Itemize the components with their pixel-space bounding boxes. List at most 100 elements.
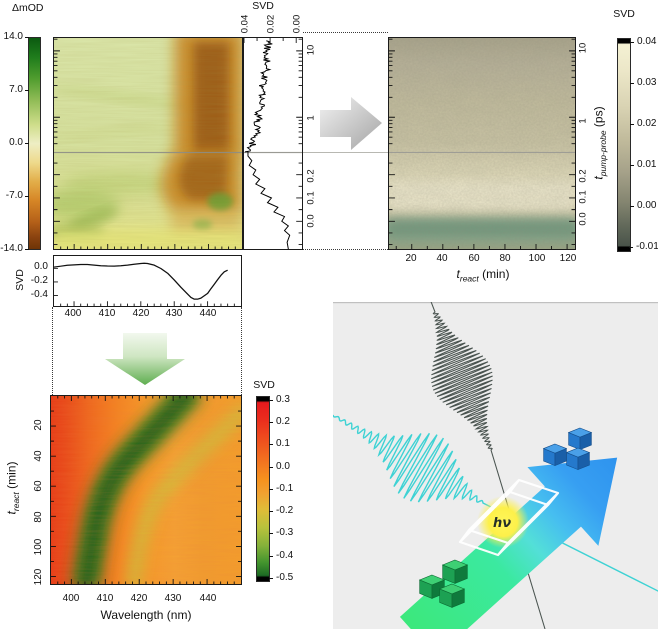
cube-top-face — [441, 559, 469, 571]
ta-heatmap-canvas — [54, 38, 242, 249]
pump-probe-axis-label: tpump-probe (ps) — [591, 106, 608, 180]
bl-x-tick: 440 — [199, 593, 217, 604]
cube-top-face — [567, 427, 593, 438]
svd-reacttime-canvas — [389, 38, 575, 249]
bl-y-tick: 120 — [33, 568, 44, 586]
tr-cb-tick: 0.00 — [629, 200, 657, 211]
molecule-cubes — [418, 427, 593, 608]
green-down-arrow-icon — [105, 333, 185, 385]
tr-cb-tick: 0.01 — [629, 159, 657, 170]
time-tick: 10 — [577, 42, 589, 54]
tr-cb-tick: 0.04 — [629, 36, 657, 47]
dmod-colorbar-title: ΔmOD — [12, 2, 44, 14]
svd-spectrum-curve — [54, 262, 228, 300]
time-tick: 1 — [305, 115, 317, 121]
dmod-tick: -14.0 — [0, 243, 29, 254]
illustration-top-edge — [333, 302, 658, 304]
bl-y-tick: 100 — [33, 538, 44, 556]
bl-x-tick: 420 — [130, 593, 148, 604]
svd-reacttime-heatmap — [388, 37, 576, 250]
bl-y-tick: 60 — [33, 480, 44, 492]
gray-right-arrow-shape — [320, 97, 382, 150]
axis-ticks — [54, 38, 236, 249]
dmod-colorbar — [28, 37, 41, 250]
noise-overlay — [389, 38, 575, 249]
noise-overlay — [54, 38, 242, 249]
bl-cb-tick: -0.1 — [268, 483, 294, 494]
product-cube — [542, 443, 568, 467]
time-tick: 0.0 — [577, 212, 589, 226]
wl-tick: 430 — [165, 308, 183, 319]
gray-right-arrow-icon — [320, 97, 382, 150]
reaction-heatmap-canvas — [51, 396, 241, 584]
axis-ticks — [54, 268, 235, 306]
treact-tick: 20 — [405, 253, 417, 264]
bl-treact-axis-label: treact (min) — [4, 461, 21, 515]
cube-top-face — [418, 574, 446, 586]
reactant-cube — [418, 574, 446, 599]
dotted-connector — [303, 249, 388, 250]
cube-top-face — [542, 443, 568, 454]
dmod-tick: 0.0 — [0, 138, 29, 148]
probe-pulse-wave — [430, 302, 546, 629]
svd-time-canvas — [244, 38, 302, 249]
svd-value-tick: 0.04 — [239, 14, 251, 34]
reactant-cube — [438, 583, 466, 608]
reaction-heatmap — [50, 395, 242, 585]
bl-cb-tick: -0.2 — [268, 505, 294, 516]
time-tick: 0.2 — [305, 169, 317, 183]
cube-top-face — [565, 447, 591, 458]
treact-tick: 120 — [559, 253, 577, 264]
bl-y-tick: 80 — [33, 511, 44, 523]
tr-cb-tick: 0.02 — [629, 118, 657, 129]
tr-cb-tick: -0.01 — [629, 241, 658, 252]
bl-x-tick: 410 — [96, 593, 114, 604]
tr-colorbar — [617, 38, 631, 252]
time-tick: 0.1 — [577, 190, 589, 204]
product-cube — [565, 447, 591, 471]
treact-tick: 100 — [528, 253, 546, 264]
bl-cb-tick: -0.4 — [268, 550, 294, 561]
wl-tick: 400 — [64, 308, 82, 319]
dotted-connector — [303, 32, 388, 33]
treact-tick: 40 — [436, 253, 448, 264]
time-tick: 0.1 — [305, 191, 317, 205]
reaction-arrow — [399, 457, 618, 629]
svd-y-tick: -0.2 — [30, 275, 48, 286]
bl-cb-tick: 0.0 — [269, 461, 290, 472]
bl-x-tick: 430 — [164, 593, 182, 604]
dmod-tick: -7.0 — [0, 191, 29, 201]
svd-spectrum-canvas — [54, 262, 235, 306]
time-tick: 10 — [305, 44, 317, 56]
product-cube — [567, 427, 593, 451]
pump-pulse-wave — [333, 414, 658, 592]
bl-cb-tick: 0.2 — [269, 416, 290, 427]
dotted-connector — [52, 307, 53, 395]
noise-overlay — [51, 396, 241, 584]
green-down-arrow-shape — [105, 333, 185, 385]
wl-tick: 440 — [199, 308, 217, 319]
treact-tick: 80 — [499, 253, 511, 264]
dmod-tick: 7.0 — [0, 85, 29, 95]
svd-spectrum-ylabel: SVD — [13, 269, 26, 291]
cube-top-face — [438, 583, 466, 595]
wl-tick: 410 — [98, 308, 116, 319]
svd-value-tick: 0.00 — [291, 14, 303, 34]
bl-colorbar-title: SVD — [253, 379, 275, 391]
ta-heatmap — [53, 37, 243, 250]
reactant-cube — [441, 559, 469, 584]
treact-axis-label: treact (min) — [456, 267, 510, 284]
laser-pulses — [333, 302, 658, 629]
tr-colorbar-title: SVD — [613, 8, 635, 20]
tr-cb-tick: 0.03 — [629, 77, 657, 88]
bl-x-tick: 400 — [62, 593, 80, 604]
axis-ticks — [244, 38, 302, 245]
bl-cb-tick: -0.5 — [268, 572, 294, 583]
photon-label: hν — [493, 516, 511, 531]
svd-time-panel — [243, 37, 303, 250]
experiment-illustration-canvas: hν — [333, 302, 658, 629]
svd-time-panel-title: SVD — [252, 0, 274, 12]
time-tick: 0.2 — [577, 169, 589, 183]
axis-ticks — [51, 396, 241, 584]
